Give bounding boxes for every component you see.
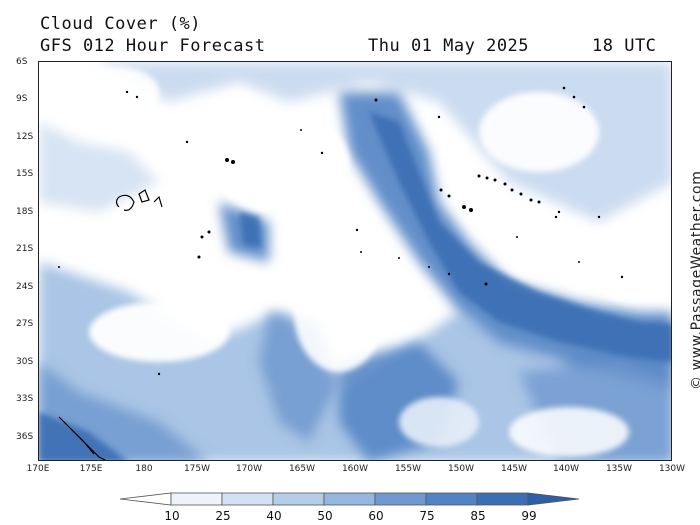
legend-label: 40 — [266, 509, 282, 523]
map-canvas — [39, 62, 671, 460]
forecast-subtitle: GFS 012 Hour Forecast — [40, 36, 266, 56]
lon-label: 145W — [500, 464, 528, 474]
legend-label: 10 — [164, 509, 180, 523]
legend-label: 75 — [419, 509, 435, 523]
legend-swatch — [170, 492, 223, 506]
lon-label: 155W — [394, 464, 422, 474]
lat-label: 18S — [16, 207, 34, 217]
lat-label: 15S — [16, 169, 34, 179]
lat-label: 9S — [16, 94, 28, 104]
lat-label: 6S — [16, 57, 28, 67]
forecast-time: 18 UTC — [592, 36, 657, 56]
thick-cloud-layer — [39, 112, 671, 460]
legend-label: 99 — [521, 509, 537, 523]
lon-label: 140W — [552, 464, 580, 474]
color-legend: 10 25 40 50 60 75 85 99 — [119, 490, 580, 524]
lon-label: 180 — [135, 464, 153, 474]
lon-label: 130W — [658, 464, 686, 474]
clear-patches-layer — [79, 67, 669, 457]
cloud-cover-map — [38, 61, 672, 461]
lat-label: 24S — [16, 282, 34, 292]
lat-label: 12S — [16, 132, 34, 142]
lat-label: 21S — [16, 244, 34, 254]
lat-label: 27S — [16, 319, 34, 329]
legend-swatch — [272, 492, 325, 506]
legend-label: 50 — [317, 509, 333, 523]
watermark-text: © www.PassageWeather.com — [689, 170, 700, 390]
lat-label: 36S — [16, 432, 34, 442]
legend-swatch — [323, 492, 376, 506]
legend-label: 60 — [368, 509, 384, 523]
lon-label: 170W — [235, 464, 263, 474]
lon-label: 160W — [341, 464, 369, 474]
legend-swatch — [527, 492, 580, 506]
lon-label: 150W — [447, 464, 475, 474]
legend-swatch — [476, 492, 529, 506]
lon-label: 175W — [183, 464, 211, 474]
map-title: Cloud Cover (%) — [40, 14, 202, 34]
island-dots — [58, 86, 624, 376]
island-outlines — [58, 189, 163, 460]
lon-label: 170E — [26, 464, 50, 474]
legend-swatch — [119, 492, 172, 506]
legend-swatch — [425, 492, 478, 506]
lat-label: 30S — [16, 357, 34, 367]
legend-swatch — [221, 492, 274, 506]
lon-label: 165W — [288, 464, 316, 474]
forecast-date: Thu 01 May 2025 — [368, 36, 530, 56]
legend-label: 25 — [215, 509, 231, 523]
legend-swatch — [374, 492, 427, 506]
legend-colorbar — [119, 492, 580, 506]
lat-label: 33S — [16, 394, 34, 404]
legend-label: 85 — [470, 509, 486, 523]
lon-label: 135W — [605, 464, 633, 474]
lon-label: 175E — [79, 464, 103, 474]
